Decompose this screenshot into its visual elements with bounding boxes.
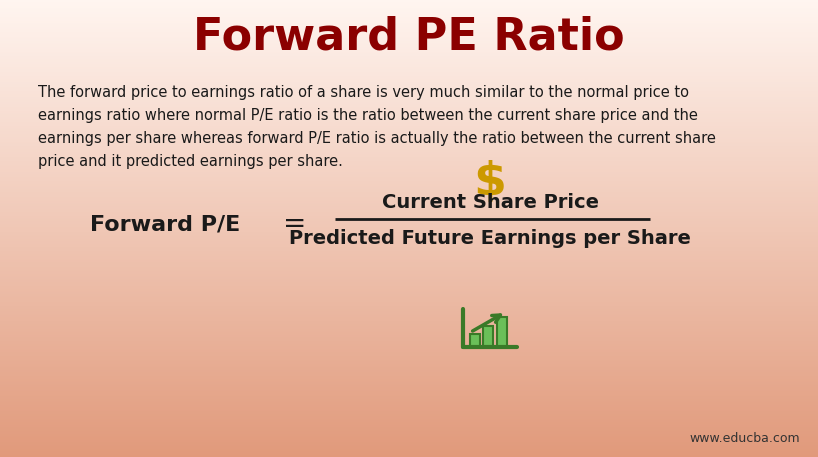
- Bar: [470, 334, 479, 347]
- Text: Current Share Price: Current Share Price: [381, 192, 599, 212]
- Bar: [497, 317, 506, 347]
- Text: $: $: [474, 159, 506, 204]
- Text: www.educba.com: www.educba.com: [690, 432, 800, 445]
- Text: Forward P/E: Forward P/E: [90, 214, 240, 234]
- Bar: [483, 326, 493, 347]
- Text: Predicted Future Earnings per Share: Predicted Future Earnings per Share: [289, 229, 691, 249]
- Text: =: =: [283, 210, 307, 238]
- Text: The forward price to earnings ratio of a share is very much similar to the norma: The forward price to earnings ratio of a…: [38, 85, 716, 169]
- Text: Forward PE Ratio: Forward PE Ratio: [193, 16, 625, 58]
